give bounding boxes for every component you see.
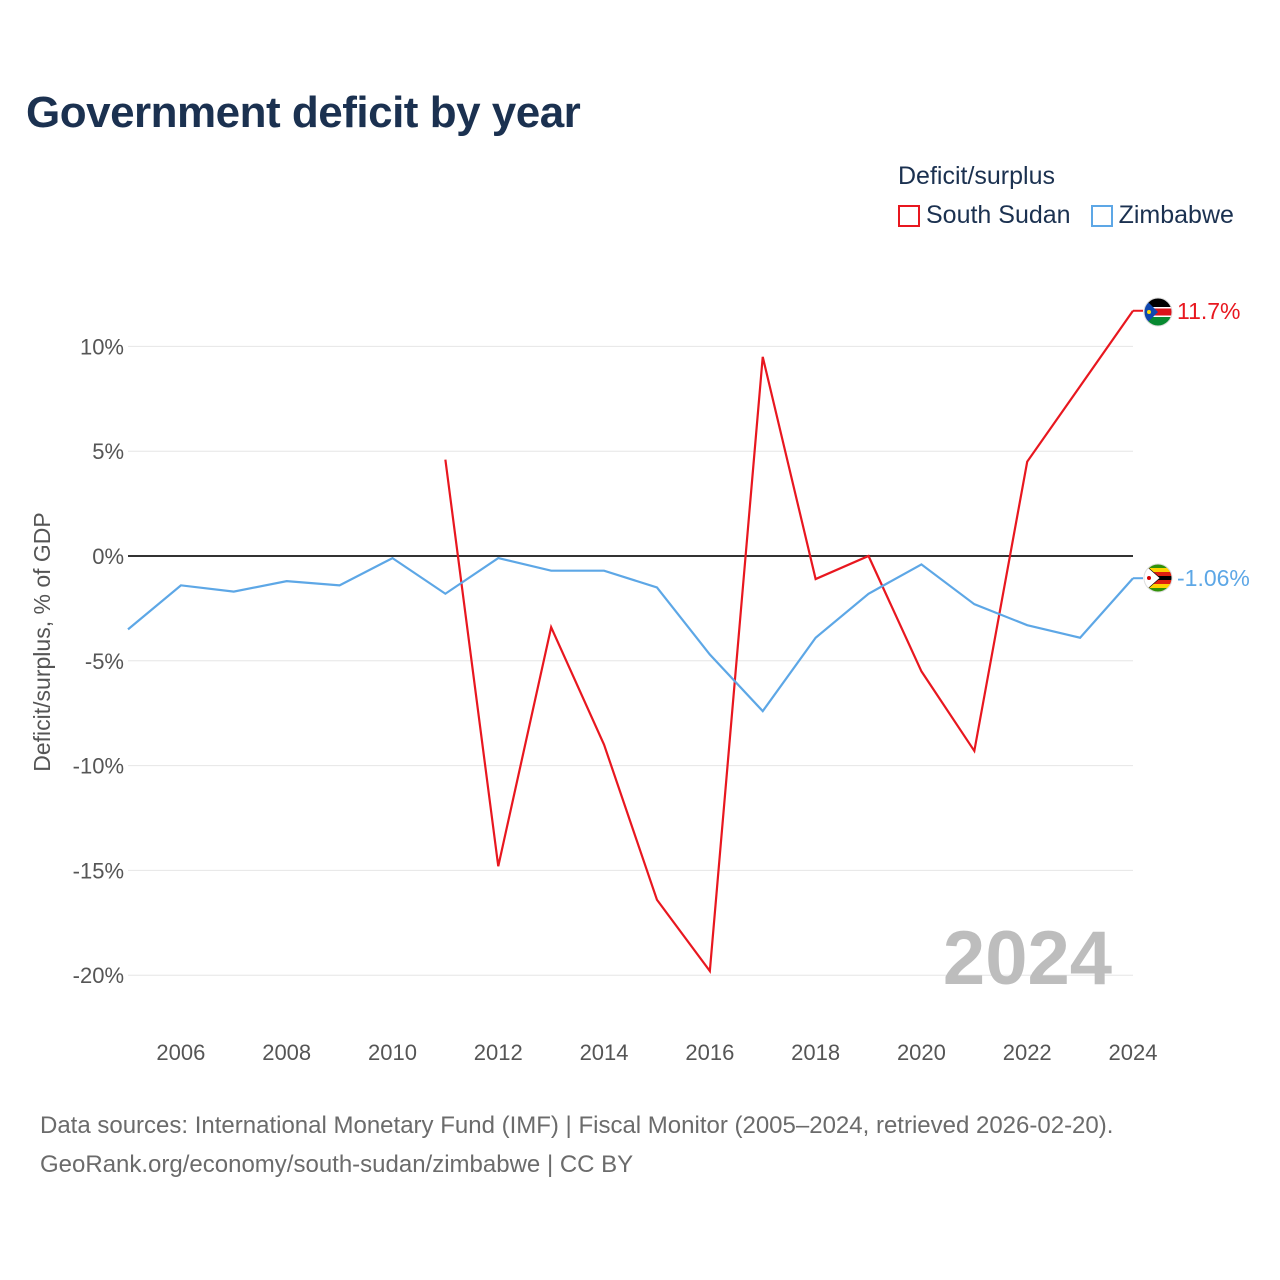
x-tick-label: 2022 [1003,1040,1052,1065]
x-tick-label: 2024 [1109,1040,1158,1065]
y-axis-ticks: 10% 5% 0% -5% -10% -15% -20% [73,334,124,988]
south-sudan-flag-icon [1144,298,1172,326]
x-tick-label: 2010 [368,1040,417,1065]
y-tick-label: -10% [73,754,124,779]
source-line-1: Data sources: International Monetary Fun… [40,1112,1114,1139]
series-line-zimbabwe[interactable] [127,556,1134,713]
south-sudan-flag-border [1143,297,1173,327]
line-chart: 10%5%0%-5%-10%-15%-20% 2006 2008 2010 2012 2… [29,297,1250,1065]
series: 11.7% -1.06% [127,298,1250,974]
end-value-label-south-sudan: 11.7% [1177,298,1241,324]
legend-label-south-sudan: South Sudan [926,201,1071,229]
source-line-2[interactable]: GeoRank.org/economy/south-sudan/zimbabwe… [40,1151,634,1178]
x-tick-label: 2014 [580,1040,629,1065]
year-watermark: 2024 [943,916,1112,1001]
x-tick-label: 2018 [791,1040,840,1065]
legend-item-zimbabwe[interactable]: Zimbabwe [1090,201,1234,230]
x-tick-label: 2016 [685,1040,734,1065]
y-axis-label: Deficit/surplus, % of GDP [29,512,55,771]
x-axis-ticks: 2006 2008 2010 2012 2014 2016 2018 2020 2022 2024 [156,1040,1157,1065]
x-tick-label: 2020 [897,1040,946,1065]
y-tick-label: 5% [92,439,124,464]
legend-item-south-sudan[interactable]: South Sudan [898,201,1071,230]
x-tick-label: 2006 [156,1040,205,1065]
y-tick-label: 0% [92,544,124,569]
legend-label-zimbabwe: Zimbabwe [1118,201,1234,229]
y-tick-label: -15% [73,858,124,883]
legend: Deficit/surplus South Sudan Zimbabwe [898,162,1234,230]
x-tick-label: 2012 [474,1040,523,1065]
y-tick-label: -20% [73,963,124,988]
zimbabwe-flag-border [1143,563,1173,593]
legend-swatch-south-sudan [898,204,920,227]
grid [128,345,1133,976]
chart-title: Government deficit by year [26,88,581,137]
x-tick-label: 2008 [262,1040,311,1065]
y-tick-label: -5% [85,649,124,674]
legend-title: Deficit/surplus [898,162,1055,190]
zimbabwe-flag-icon [1144,564,1172,592]
legend-swatch-zimbabwe [1090,204,1113,227]
end-value-label-zimbabwe: -1.06% [1177,565,1250,591]
y-tick-label: 10% [80,334,124,359]
series-line-south-sudan[interactable] [444,310,1134,974]
source-note: Data sources: International Monetary Fun… [40,1106,1113,1184]
